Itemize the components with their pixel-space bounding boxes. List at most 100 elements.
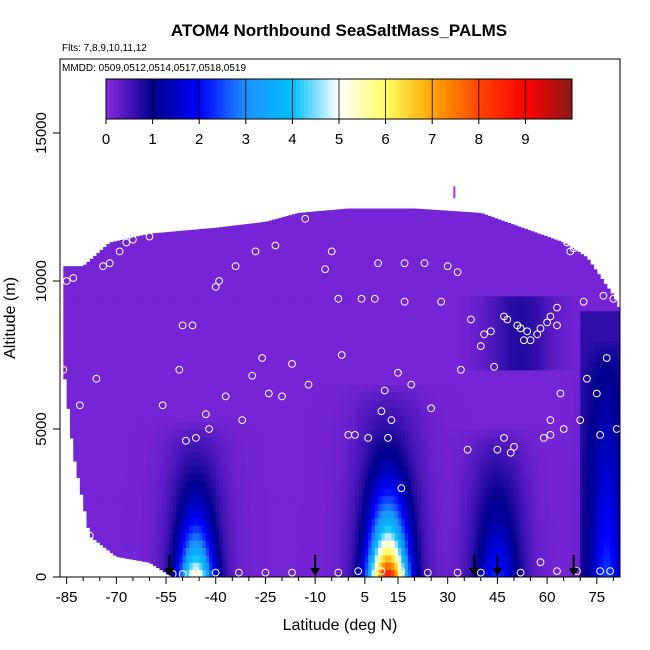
heat-cell	[83, 399, 88, 408]
heat-cell	[384, 355, 389, 363]
heat-cell	[175, 377, 180, 386]
heat-cell	[417, 266, 422, 275]
heat-cell	[189, 332, 194, 341]
heat-cell	[89, 451, 94, 460]
heat-cell	[235, 540, 240, 548]
heat-cell	[328, 451, 333, 460]
heat-cell	[242, 384, 247, 393]
heat-cell	[298, 221, 303, 230]
heat-cell	[242, 525, 247, 534]
heat-cell	[146, 355, 151, 363]
heat-cell	[139, 466, 144, 474]
heat-cell	[301, 355, 306, 363]
heat-cell	[364, 436, 369, 445]
heat-cell	[209, 273, 214, 282]
heat-cell	[354, 377, 359, 386]
heat-cell	[205, 503, 210, 511]
heat-cell	[344, 369, 349, 378]
heat-cell	[93, 377, 98, 386]
heat-cell	[126, 303, 131, 312]
heat-cell	[374, 554, 379, 563]
heat-cell	[305, 429, 310, 437]
heat-cell	[341, 355, 346, 363]
heat-cell	[407, 318, 412, 326]
heat-cell	[119, 392, 124, 400]
heat-cell	[381, 295, 386, 304]
heat-cell	[325, 488, 329, 497]
heat-cell	[172, 310, 177, 319]
heat-cell	[318, 303, 323, 312]
heat-cell	[344, 458, 349, 467]
heat-cell	[285, 480, 290, 489]
heat-cell	[381, 406, 386, 415]
heat-cell	[215, 377, 220, 386]
heat-cell	[146, 303, 151, 312]
heat-cell	[179, 532, 184, 541]
heat-cell	[245, 295, 250, 304]
heat-cell	[265, 355, 270, 363]
heat-cell	[394, 510, 399, 519]
heat-cell	[288, 451, 293, 460]
heat-cell	[205, 392, 210, 400]
heat-cell	[126, 414, 131, 423]
heat-cell	[122, 369, 127, 378]
heat-cell	[325, 406, 329, 415]
heat-cell	[162, 392, 167, 400]
heat-cell	[381, 310, 386, 319]
heat-cell	[106, 436, 111, 445]
heat-cell	[149, 451, 154, 460]
heat-cell	[318, 532, 323, 541]
heat-cell	[122, 540, 127, 548]
heat-cell	[401, 466, 406, 474]
heat-cell	[189, 325, 194, 334]
heat-cell	[139, 488, 144, 497]
heat-cell	[139, 244, 144, 252]
heat-cell	[371, 347, 376, 356]
heat-cell	[242, 288, 247, 297]
heat-cell	[166, 355, 170, 363]
heat-cell	[185, 436, 190, 445]
heat-cell	[113, 244, 117, 252]
heat-cell	[354, 569, 359, 577]
heat-cell	[76, 273, 81, 282]
heat-cell	[298, 251, 303, 260]
heat-cell	[69, 369, 74, 378]
heat-cell	[321, 229, 326, 238]
heat-cell	[225, 569, 230, 577]
heat-cell	[378, 340, 383, 349]
heat-cell	[381, 244, 386, 252]
heat-cell	[378, 347, 383, 356]
heat-cell	[288, 458, 293, 467]
heat-cell	[282, 229, 286, 238]
heat-cell	[212, 525, 217, 534]
heat-cell	[162, 273, 167, 282]
heat-cell	[368, 288, 373, 297]
heat-cell	[272, 340, 276, 349]
heat-cell	[401, 258, 406, 267]
heat-cell	[205, 466, 210, 474]
heat-cell	[374, 369, 379, 378]
heat-cell	[301, 340, 306, 349]
heat-cell	[394, 451, 399, 460]
heat-cell	[182, 266, 187, 275]
heat-cell	[258, 458, 263, 467]
heat-cell	[93, 369, 98, 378]
heat-cell	[159, 369, 164, 378]
heat-cell	[318, 384, 323, 393]
heat-cell	[364, 399, 369, 408]
heat-cell	[358, 451, 363, 460]
heat-cell	[258, 258, 263, 267]
heat-cell	[225, 495, 230, 504]
heat-cell	[351, 355, 356, 363]
heat-cell	[129, 443, 134, 452]
heat-cell	[113, 266, 117, 275]
heat-cell	[298, 414, 303, 423]
heat-cell	[298, 488, 303, 497]
heat-cell	[219, 451, 223, 460]
heat-cell	[341, 347, 346, 356]
heat-cell	[113, 369, 117, 378]
heat-cell	[175, 503, 180, 511]
heat-cell	[212, 362, 217, 371]
heat-cell	[371, 362, 376, 371]
heat-cell	[202, 399, 207, 408]
